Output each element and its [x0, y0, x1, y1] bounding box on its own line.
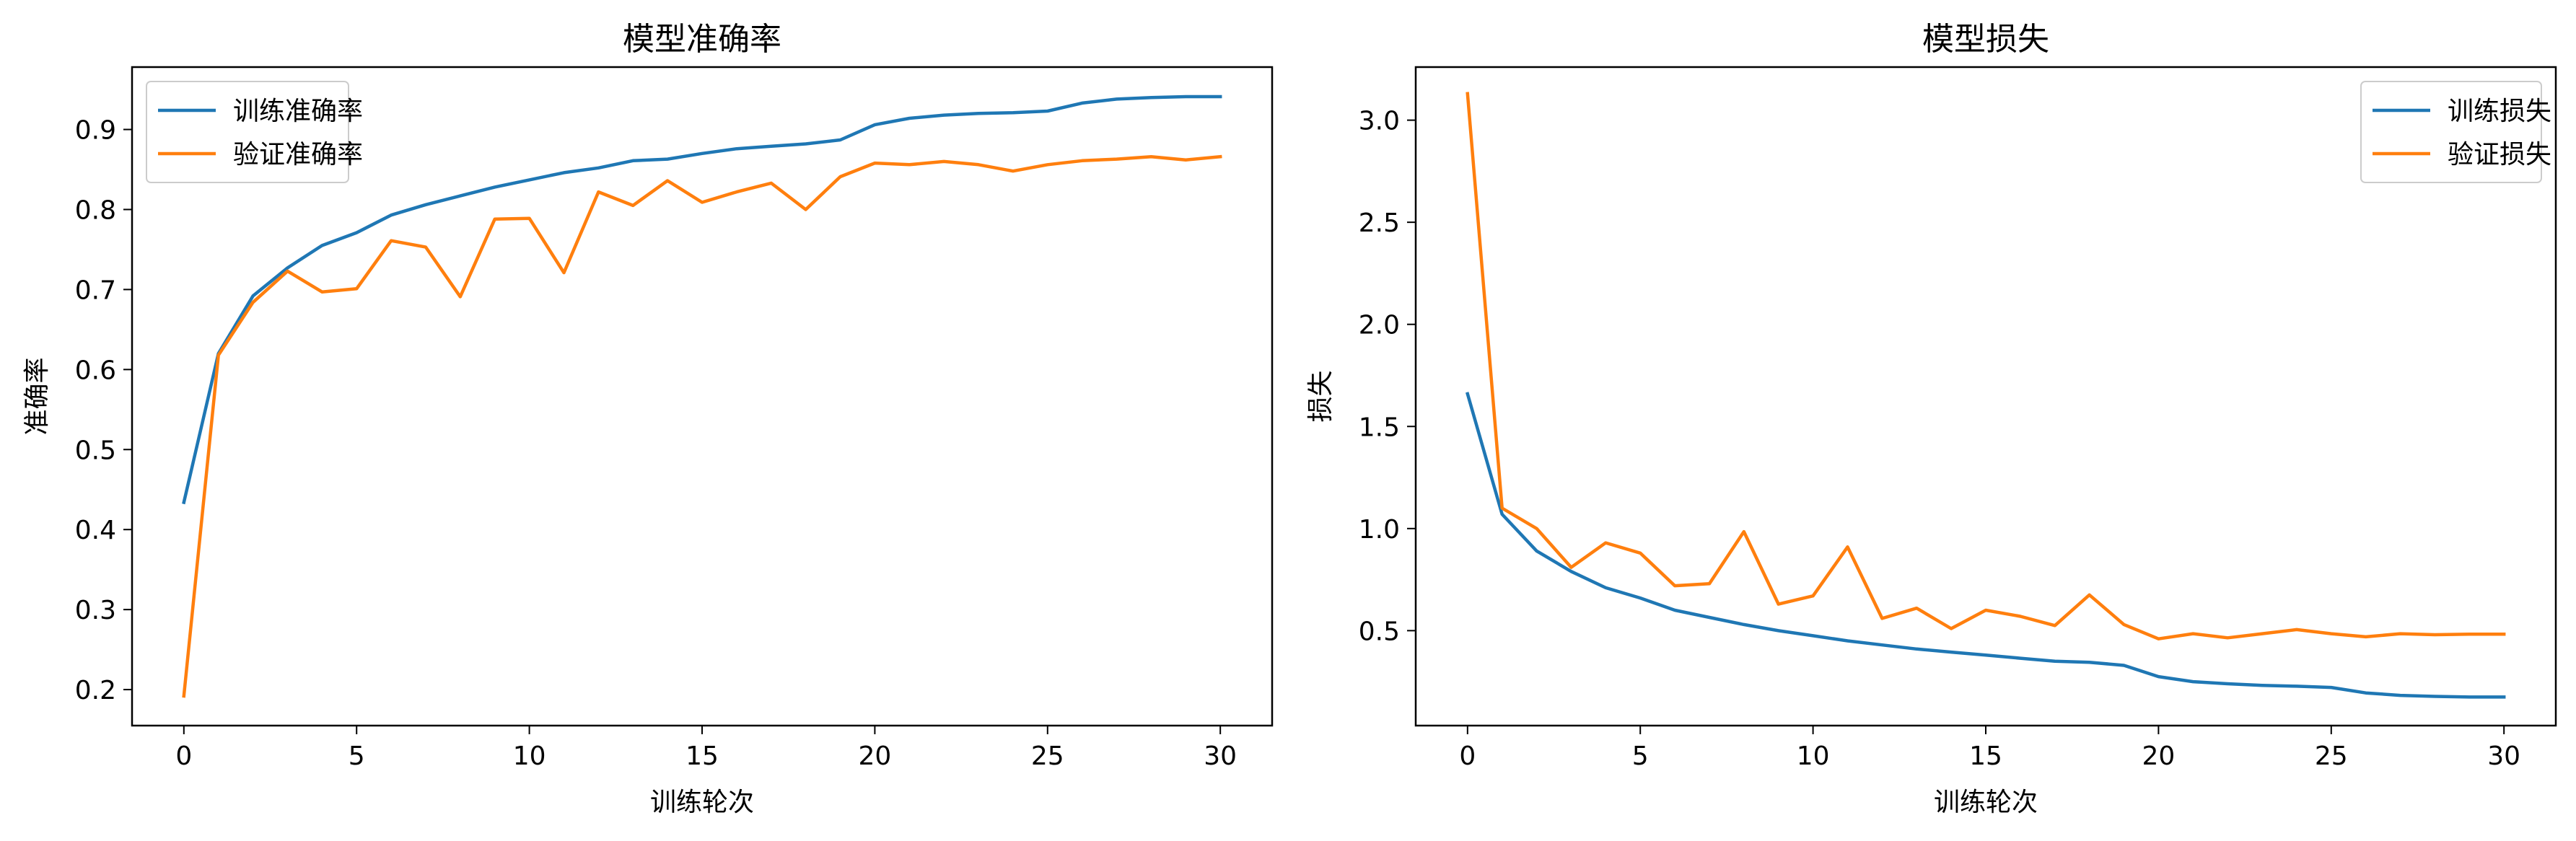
x-axis-label: 训练轮次 — [650, 788, 754, 817]
y-tick-label: 0.3 — [75, 596, 116, 625]
chart-title: 模型准确率 — [623, 21, 781, 58]
legend-box — [146, 81, 349, 183]
plot-frame — [1414, 66, 2557, 727]
y-tick-label: 2.0 — [1359, 311, 1400, 340]
legend-label-1: 训练准确率 — [233, 97, 363, 126]
chart-panel-1: 模型准确率 0 5 10 15 20 25 30 0.2 0.3 0.4 0.5 0.6 0.7 0.8 0.… — [22, 21, 1274, 817]
legend-label-1: 训练损失 — [2448, 97, 2551, 126]
plot-frame — [131, 66, 1274, 727]
x-tick-label: 30 — [1204, 741, 1237, 771]
x-tick-label: 15 — [685, 741, 719, 771]
series-line-1 — [1466, 392, 2506, 699]
series-line-1 — [182, 94, 1222, 505]
x-tick-label: 25 — [2315, 741, 2348, 771]
x-axis-label: 训练轮次 — [1934, 788, 2038, 817]
legend-box — [2360, 81, 2542, 183]
y-tick-label: 0.8 — [75, 195, 116, 225]
series-line-2 — [1466, 92, 2506, 640]
legend-label-2: 验证损失 — [2448, 140, 2551, 169]
x-tick-label: 0 — [1459, 741, 1476, 771]
y-axis-label: 损失 — [1306, 370, 1336, 422]
legend-label-2: 验证准确率 — [233, 140, 363, 169]
y-tick-label: 3.0 — [1359, 107, 1400, 136]
y-axis-label: 准确率 — [22, 357, 52, 435]
y-tick-label: 0.5 — [75, 436, 116, 465]
y-tick-label: 1.5 — [1359, 413, 1400, 442]
x-tick-label: 20 — [2142, 741, 2175, 771]
x-tick-label: 30 — [2487, 741, 2520, 771]
chart-panel-2: 模型损失 0 5 10 15 20 25 30 0.5 1.0 1.5 2.0 2.5 3.0 训练轮次 损失… — [1306, 21, 2557, 817]
x-tick-label: 10 — [513, 741, 546, 771]
series-line-2 — [182, 154, 1222, 698]
x-tick-label: 15 — [1969, 741, 2002, 771]
y-tick-label: 0.9 — [75, 116, 116, 146]
y-tick-label: 1.0 — [1359, 515, 1400, 545]
y-tick-label: 0.7 — [75, 276, 116, 305]
y-tick-label: 0.4 — [75, 516, 116, 545]
y-tick-label: 2.5 — [1359, 208, 1400, 238]
x-tick-label: 0 — [175, 741, 192, 771]
x-tick-label: 20 — [858, 741, 891, 771]
chart-title: 模型损失 — [1922, 21, 2049, 58]
y-tick-label: 0.6 — [75, 356, 116, 385]
x-tick-label: 25 — [1031, 741, 1064, 771]
x-tick-label: 5 — [349, 741, 365, 771]
x-tick-label: 10 — [1797, 741, 1830, 771]
x-tick-label: 5 — [1632, 741, 1649, 771]
y-tick-label: 0.5 — [1359, 617, 1400, 646]
y-tick-label: 0.2 — [75, 676, 116, 705]
